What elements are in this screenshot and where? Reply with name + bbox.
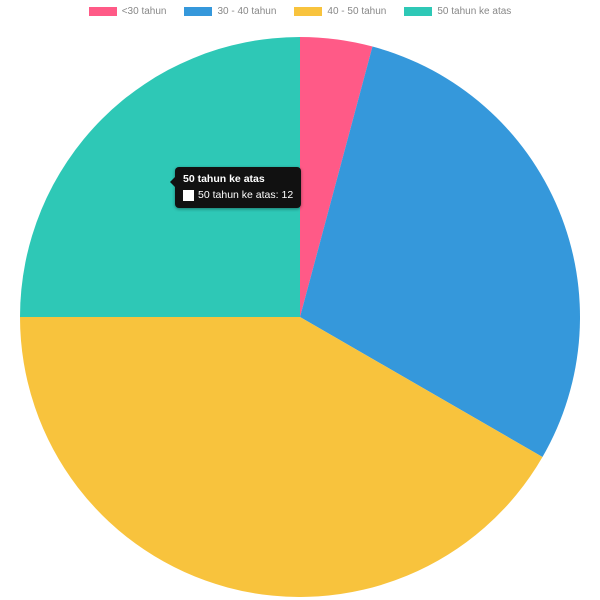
pie-slice[interactable] xyxy=(20,37,300,317)
legend-swatch xyxy=(89,7,117,16)
legend-swatch xyxy=(404,7,432,16)
legend-label: 50 tahun ke atas xyxy=(437,6,511,17)
legend-label: 40 - 50 tahun xyxy=(327,6,386,17)
legend-item[interactable]: 50 tahun ke atas xyxy=(404,6,511,17)
legend-swatch xyxy=(294,7,322,16)
legend-item[interactable]: <30 tahun xyxy=(89,6,167,17)
pie-chart: 50 tahun ke atas 50 tahun ke atas: 12 xyxy=(0,17,600,597)
legend-label: 30 - 40 tahun xyxy=(217,6,276,17)
legend-label: <30 tahun xyxy=(122,6,167,17)
legend-swatch xyxy=(184,7,212,16)
legend-item[interactable]: 40 - 50 tahun xyxy=(294,6,386,17)
chart-legend: <30 tahun 30 - 40 tahun 40 - 50 tahun 50 ta… xyxy=(0,0,600,17)
legend-item[interactable]: 30 - 40 tahun xyxy=(184,6,276,17)
pie-svg xyxy=(0,17,600,597)
